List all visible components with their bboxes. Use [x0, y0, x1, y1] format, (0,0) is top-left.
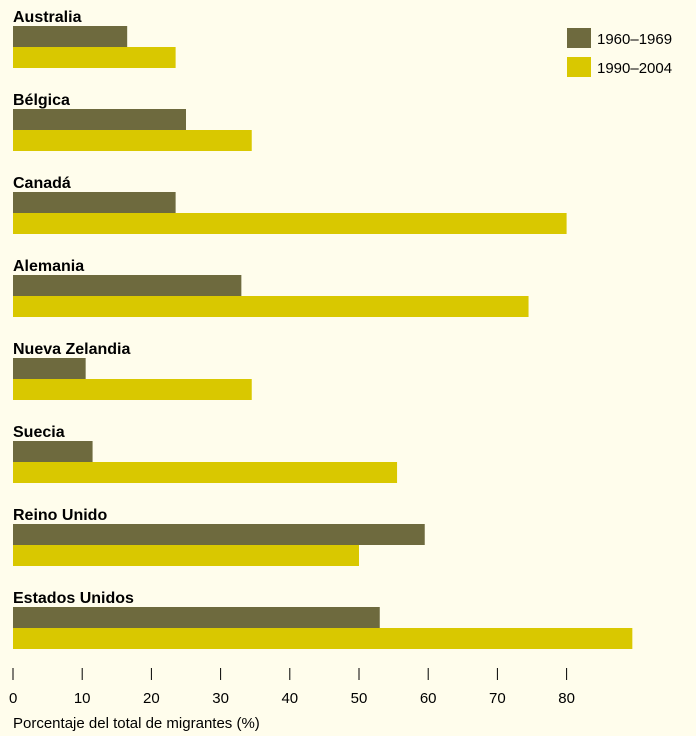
- bar-series-2: [13, 545, 359, 566]
- bar-series-1: [13, 26, 128, 47]
- legend-label: 1960–1969: [597, 31, 672, 48]
- category-label: Suecia: [13, 424, 65, 441]
- x-tick-label: 50: [351, 690, 368, 707]
- bar-series-2: [13, 47, 176, 68]
- x-tick-label: 0: [9, 690, 17, 707]
- bar-series-1: [13, 275, 242, 296]
- category-label: Alemania: [13, 258, 84, 275]
- bar-series-1: [13, 192, 176, 213]
- legend-swatch: [567, 28, 591, 48]
- x-tick-label: 20: [143, 690, 160, 707]
- category-label: Australia: [13, 9, 82, 26]
- bar-series-2: [13, 213, 567, 234]
- x-tick-label: 40: [281, 690, 298, 707]
- x-tick-label: 30: [212, 690, 229, 707]
- legend-swatch: [567, 57, 591, 77]
- bar-series-2: [13, 296, 529, 317]
- legend-label: 1990–2004: [597, 60, 672, 77]
- x-axis: 0 10 20 30 40 50 60 70 80: [9, 668, 575, 707]
- category-label: Reino Unido: [13, 507, 107, 524]
- category-label: Canadá: [13, 175, 71, 192]
- bar-series-2: [13, 379, 252, 400]
- category-label: Estados Unidos: [13, 590, 134, 607]
- category-label: Nueva Zelandia: [13, 341, 130, 358]
- bar-series-1: [13, 524, 425, 545]
- bar-series-2: [13, 628, 633, 649]
- category-labels: Australia Bélgica Canadá Alemania Nueva Zela…: [13, 9, 134, 607]
- bar-series-2: [13, 462, 398, 483]
- bar-series-2: [13, 130, 252, 151]
- x-tick-label: 70: [489, 690, 506, 707]
- bar-series-1: [13, 358, 86, 379]
- x-axis-title: Porcentaje del total de migrantes (%): [13, 715, 260, 732]
- bar-series-1: [13, 441, 93, 462]
- category-label: Bélgica: [13, 92, 70, 109]
- bar-series-1: [13, 607, 380, 628]
- x-tick-label: 10: [74, 690, 91, 707]
- bars-layer: [13, 26, 633, 649]
- legend: 1960–1969 1990–2004: [567, 28, 672, 77]
- x-tick-label: 80: [558, 690, 575, 707]
- bar-series-1: [13, 109, 186, 130]
- x-tick-label: 60: [420, 690, 437, 707]
